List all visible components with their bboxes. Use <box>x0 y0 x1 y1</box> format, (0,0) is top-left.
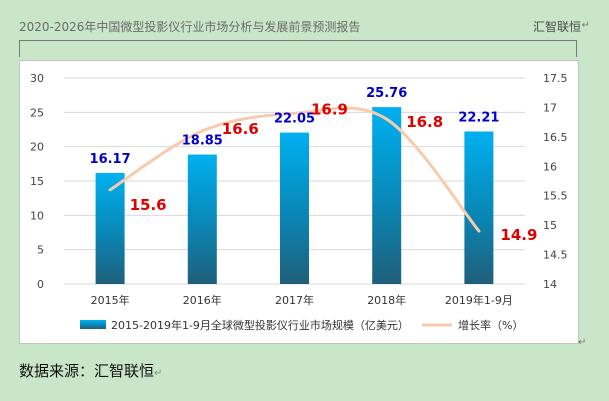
y-left-tick-label: 10 <box>30 209 44 222</box>
x-tick-label: 2018年 <box>367 293 406 307</box>
header-rule-left-tick <box>19 41 20 57</box>
legend-bar-swatch <box>80 320 106 329</box>
line-value-label: 16.9 <box>311 100 348 118</box>
source-text: 数据来源：汇智联恒 <box>19 362 155 380</box>
y-right-tick-label: 15 <box>543 219 557 232</box>
line-value-label: 15.6 <box>130 196 167 214</box>
paragraph-mark-icon: ↵ <box>578 337 587 348</box>
y-left-tick-label: 0 <box>37 278 44 291</box>
header-rule <box>19 40 577 41</box>
bar-value-label: 22.05 <box>274 112 315 127</box>
line-series <box>108 106 481 233</box>
source-note: 数据来源：汇智联恒↵ <box>19 360 162 381</box>
bar <box>280 132 309 284</box>
y-right-tick-label: 16.5 <box>543 131 568 144</box>
bar-series <box>95 107 494 284</box>
combo-chart: 16.17 18.85 22.05 25.76 22.21 15.6 16.6 16.9 16.… <box>30 72 568 332</box>
report-title: 2020-2026年中国微型投影仪行业市场分析与发展前景预测报告 <box>19 20 361 34</box>
y-right-tick-label: 14 <box>543 278 557 291</box>
line-value-label: 16.8 <box>406 113 443 131</box>
axes: 0 5 10 15 20 25 30 14 14.5 15 15.5 16 16.5 17 17.5 2015… <box>30 72 568 307</box>
y-right-tick-label: 17.5 <box>543 72 568 85</box>
y-right-tick-label: 15.5 <box>543 190 568 203</box>
bar-value-label: 18.85 <box>182 134 223 149</box>
document-header: 2020-2026年中国微型投影仪行业市场分析与发展前景预测报告 汇智联恒 ↵ <box>0 0 609 44</box>
x-tick-label: 2015年 <box>91 293 130 307</box>
x-tick-label: 2016年 <box>183 293 222 307</box>
bar-value-label: 25.76 <box>366 86 407 101</box>
data-labels: 16.17 18.85 22.05 25.76 22.21 15.6 16.6 16.9 16.… <box>90 86 538 244</box>
y-right-tick-label: 17 <box>543 101 557 114</box>
y-left-tick-label: 25 <box>30 106 44 119</box>
x-tick-label: 2019年1-9月 <box>445 293 513 307</box>
bar <box>187 154 217 284</box>
chart-legend: 2015-2019年1-9月全球微型投影仪行业市场规模（亿美元） 增长率（%） <box>80 318 523 332</box>
legend-bar-label: 2015-2019年1-9月全球微型投影仪行业市场规模（亿美元） <box>111 318 409 332</box>
header-brand: 汇智联恒 <box>532 20 581 34</box>
y-right-tick-label: 16 <box>543 160 557 173</box>
bar-value-label: 16.17 <box>90 152 131 167</box>
bar <box>372 107 402 284</box>
growth-rate-line <box>108 106 481 233</box>
bar <box>464 131 494 284</box>
y-left-tick-label: 30 <box>30 72 44 85</box>
y-right-tick-label: 14.5 <box>543 249 568 262</box>
bar <box>95 172 125 284</box>
y-left-tick-label: 20 <box>30 141 44 154</box>
line-value-label: 14.9 <box>500 226 537 244</box>
y-left-tick-label: 15 <box>30 175 44 188</box>
legend-line-label: 增长率（%） <box>458 318 523 332</box>
paragraph-mark-icon: ↵ <box>154 368 163 379</box>
paragraph-mark-icon: ↵ <box>581 20 590 31</box>
header-rule-right-tick <box>576 41 577 57</box>
bar-value-label: 22.21 <box>458 110 499 125</box>
line-value-label: 16.6 <box>222 120 259 138</box>
x-tick-label: 2017年 <box>275 293 314 307</box>
chart-container: 16.17 18.85 22.05 25.76 22.21 15.6 16.6 16.9 16.… <box>19 60 579 344</box>
y-left-tick-label: 5 <box>37 244 44 257</box>
